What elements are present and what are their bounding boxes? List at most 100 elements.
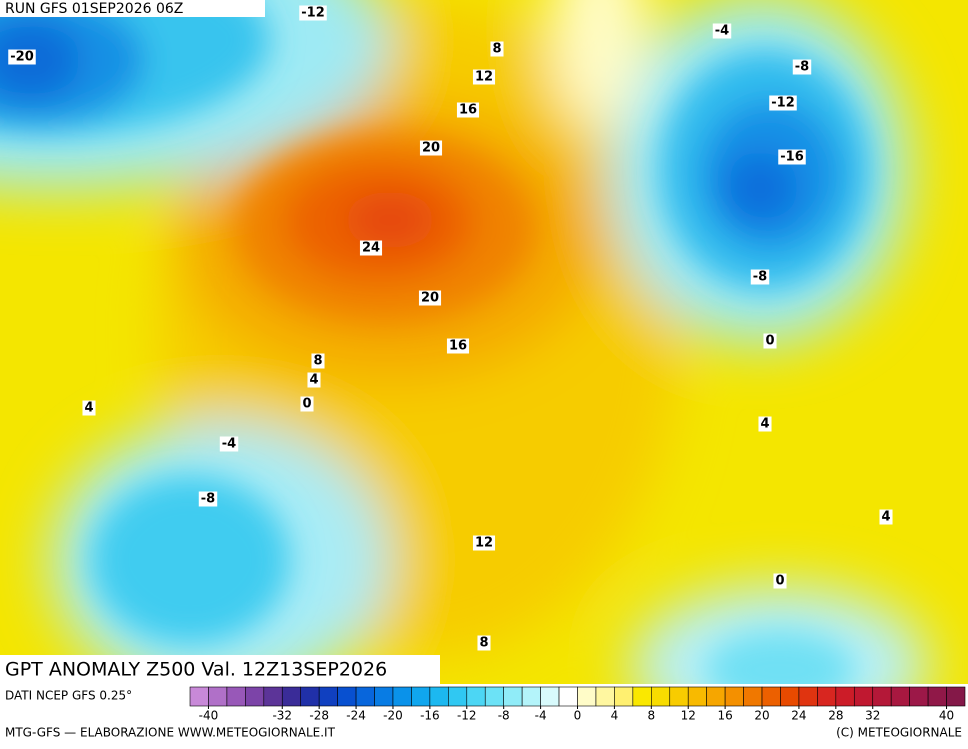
colorbar-swatch <box>558 686 578 707</box>
colorbar: -40 -32 -28 -24 -20 -16 -12 -8 -4 0 4 8 12 16 20 24 28 32… <box>189 686 966 723</box>
colorbar-swatch <box>669 686 689 707</box>
header-box <box>0 0 265 17</box>
colorbar-tick-label: 12 <box>681 709 696 723</box>
colorbar-swatch <box>835 686 855 707</box>
colorbar-tick-label: 8 <box>647 709 655 723</box>
contour-label-bg <box>477 635 491 651</box>
contour-label-bg <box>792 59 812 75</box>
colorbar-tick-label: -8 <box>498 709 510 723</box>
colorbar-tick-label: 0 <box>574 709 582 723</box>
colorbar-tick-label: 24 <box>791 709 806 723</box>
colorbar-swatch <box>687 686 707 707</box>
colorbar-swatch <box>632 686 652 707</box>
contour-label: 4 <box>881 510 890 525</box>
colorbar-swatch <box>355 686 375 707</box>
contour-label-bg <box>472 69 496 85</box>
colorbar-swatch <box>724 686 744 707</box>
colorbar-swatch <box>189 686 209 707</box>
footer-left: MTG-GFS — ELABORAZIONE WWW.METEOGIORNALE… <box>5 726 336 740</box>
footer-right: (C) METEOGIORNALE <box>836 726 962 740</box>
colorbar-swatch <box>466 686 486 707</box>
contour-label: -8 <box>795 60 809 75</box>
colorbar-tick-label: -20 <box>383 709 403 723</box>
contour-label-bg <box>300 396 314 412</box>
contour-label-bg <box>8 49 36 65</box>
contour-label: 4 <box>84 401 93 416</box>
colorbar-swatch <box>448 686 468 707</box>
colorbar-tick-label: 40 <box>939 709 954 723</box>
contour-label: 20 <box>421 291 439 306</box>
contour-label-bg <box>712 23 732 39</box>
contour-label-bg <box>446 338 470 354</box>
colorbar-swatch <box>909 686 929 707</box>
colorbar-swatch <box>946 686 966 707</box>
contour-label-bg <box>82 400 96 416</box>
colorbar-swatch <box>706 686 726 707</box>
colorbar-swatch <box>429 686 449 707</box>
colorbar-tick-label: 28 <box>828 709 843 723</box>
contour-label-bg <box>750 269 770 285</box>
colorbar-swatch <box>614 686 634 707</box>
colorbar-swatch <box>540 686 560 707</box>
contour-label-bg <box>758 416 772 432</box>
contour-label: 20 <box>422 141 440 156</box>
contour-label: -16 <box>780 150 804 165</box>
colorbar-tick-label: -40 <box>199 709 219 723</box>
contour-label-bg <box>472 535 496 551</box>
contour-label: 4 <box>760 417 769 432</box>
contour-label: 8 <box>313 354 322 369</box>
source-label: DATI NCEP GFS 0.25° <box>5 689 132 703</box>
colorbar-swatch <box>392 686 412 707</box>
contour-label-bg <box>307 372 321 388</box>
contour-label: 8 <box>479 636 488 651</box>
colorbar-swatch <box>208 686 228 707</box>
contour-label: -4 <box>222 437 236 452</box>
colorbar-swatch <box>374 686 394 707</box>
contour-labels: -12 -20 8 12 16 20 24 20 16 8 4 4 0 -4 -8 12 8 -4 -8 -12 -16… <box>8 5 893 651</box>
colorbar-tick-label: -16 <box>420 709 440 723</box>
contour-label-bg <box>198 491 218 507</box>
colorbar-swatch <box>872 686 892 707</box>
colorbar-swatch <box>245 686 265 707</box>
contour-label: 12 <box>475 536 493 551</box>
contour-label-bg <box>311 353 325 369</box>
contour-label-bg <box>778 149 806 165</box>
contour-label-bg <box>299 5 327 21</box>
map-title: GPT ANOMALY Z500 Val. 12Z13SEP2026 <box>5 659 387 681</box>
contour-label-bg <box>456 102 480 118</box>
colorbar-swatch <box>226 686 246 707</box>
run-label: RUN GFS 01SEP2026 06Z <box>5 1 183 17</box>
contour-label: 0 <box>302 397 311 412</box>
contour-label: -20 <box>10 50 34 65</box>
colorbar-swatch <box>743 686 763 707</box>
colorbar-swatch <box>651 686 671 707</box>
colorbar-swatch <box>927 686 947 707</box>
colorbar-swatch <box>853 686 874 707</box>
colorbar-tick-label: -24 <box>346 709 366 723</box>
colorbar-swatch <box>817 686 837 707</box>
contour-label-bg <box>418 290 442 306</box>
colorbar-swatch <box>318 686 338 707</box>
contour-label: 16 <box>459 103 477 118</box>
contour-label-bg <box>359 240 383 256</box>
colorbar-swatch <box>798 686 818 707</box>
contour-label-bg <box>773 573 787 589</box>
contour-label-bg <box>419 140 443 156</box>
colorbar-swatch <box>484 686 504 707</box>
contour-label: 8 <box>492 42 501 57</box>
contour-label: 0 <box>765 334 774 349</box>
colorbar-swatch <box>300 686 320 707</box>
colorbar-swatch <box>263 686 283 707</box>
colorbar-tick-label: -4 <box>535 709 547 723</box>
colorbar-swatch <box>890 686 910 707</box>
contour-label: 24 <box>362 241 380 256</box>
contour-label: 12 <box>475 70 493 85</box>
colorbar-tick-label: -32 <box>272 709 292 723</box>
colorbar-tick-label: 20 <box>754 709 769 723</box>
title-box <box>0 655 440 684</box>
colorbar-swatch <box>577 686 597 707</box>
contour-label: 0 <box>775 574 784 589</box>
contour-label: -8 <box>201 492 215 507</box>
